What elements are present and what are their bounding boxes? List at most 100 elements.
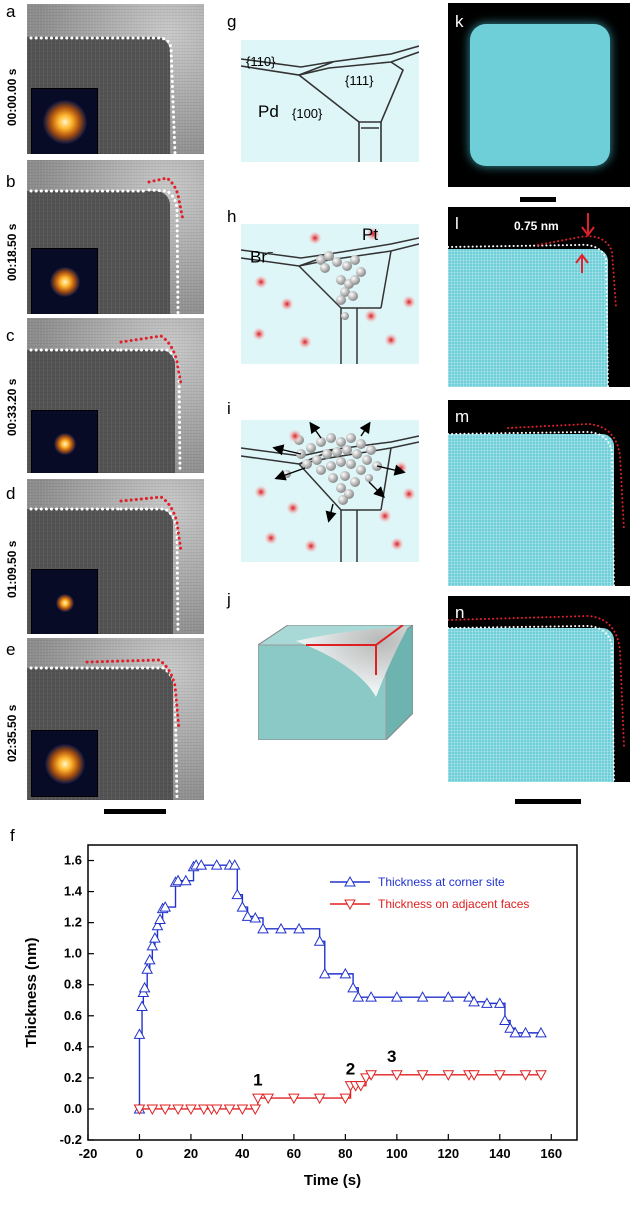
data-point — [463, 991, 475, 1002]
data-point — [159, 901, 172, 912]
tem-panel-d — [27, 479, 204, 634]
schematic-j-cube — [258, 625, 413, 740]
data-point — [339, 967, 352, 979]
data-point — [352, 991, 365, 1002]
data-point — [313, 1093, 326, 1105]
data-point — [257, 922, 269, 934]
face-label-100: {100} — [292, 106, 323, 121]
series-line — [139, 1074, 541, 1110]
tem-panel-a — [27, 4, 204, 154]
y-tick-label: 0.2 — [64, 1070, 82, 1085]
data-point — [535, 1026, 547, 1038]
x-tick-label: 160 — [540, 1146, 562, 1161]
x-tick-label: 20 — [184, 1146, 198, 1161]
data-point — [185, 1104, 197, 1115]
data-point — [249, 911, 262, 923]
haadf-panel-k — [448, 3, 630, 187]
data-point — [493, 997, 506, 1008]
pd-label: Pd — [258, 102, 279, 121]
data-point — [133, 1028, 146, 1039]
data-point — [133, 1104, 146, 1115]
data-point — [223, 1104, 236, 1115]
data-point — [468, 995, 480, 1007]
data-point — [262, 1093, 275, 1105]
data-point — [197, 1104, 210, 1115]
y-tick-label: 0.8 — [64, 977, 82, 992]
data-point — [481, 997, 493, 1008]
face-label-110: {110} — [246, 54, 276, 69]
time-label-b: 00:18.50 s — [5, 223, 19, 281]
data-point — [504, 1022, 516, 1033]
data-point — [146, 939, 159, 951]
fft-inset-e — [31, 730, 98, 797]
legend-entry: Thickness at corner site — [378, 875, 505, 889]
data-point — [354, 1081, 367, 1092]
fft-inset-b — [31, 248, 98, 314]
time-label-e: 02:35.50 s — [5, 704, 19, 762]
data-point — [141, 963, 154, 974]
data-point — [318, 967, 331, 979]
time-label-d: 01:09.50 s — [5, 540, 19, 598]
y-tick-label: 1.4 — [64, 884, 83, 899]
data-point — [499, 1014, 511, 1025]
panel-letter-e: e — [6, 640, 16, 659]
x-tick-label: 100 — [386, 1146, 408, 1161]
x-tick-label: 40 — [235, 1146, 249, 1161]
tem-panel-c — [27, 318, 204, 473]
haadf-panel-l — [448, 207, 630, 387]
panel-letter-i: i — [227, 399, 231, 418]
time-label-a: 00:00.00 s — [5, 68, 19, 126]
data-point — [143, 953, 156, 965]
br-label: Br− — [250, 247, 274, 267]
y-tick-label: 1.6 — [64, 853, 82, 868]
data-point — [360, 1073, 372, 1084]
fft-inset-a — [31, 88, 98, 154]
panel-letter-n: n — [455, 603, 465, 622]
data-point — [365, 991, 377, 1002]
tem-panel-e — [27, 638, 204, 800]
data-point — [339, 1093, 352, 1105]
y-tick-label: -0.2 — [60, 1132, 82, 1147]
pt-label: Pt — [362, 225, 379, 244]
x-axis-label: Time (s) — [304, 1172, 361, 1189]
y-tick-label: 1.0 — [64, 946, 82, 961]
x-tick-label: 0 — [136, 1146, 143, 1161]
face-label-111: {111} — [345, 73, 374, 88]
fft-inset-d — [31, 569, 98, 634]
data-point — [241, 910, 254, 921]
time-label-c: 00:33.20 s — [5, 378, 19, 436]
x-tick-label: 80 — [338, 1146, 352, 1161]
panel-letter-b: b — [6, 172, 16, 191]
thickness-annotation-l: 0.75 nm — [514, 219, 559, 233]
y-tick-label: 1.2 — [64, 915, 82, 930]
data-point — [136, 1000, 148, 1011]
data-point — [210, 859, 223, 870]
data-point — [442, 991, 455, 1002]
data-point — [468, 1070, 480, 1081]
haadf-panel-n — [448, 596, 630, 782]
chart-annotation: 2 — [346, 1060, 355, 1079]
data-point — [154, 913, 166, 925]
scale-bar-left — [104, 809, 166, 814]
x-tick-label: 60 — [287, 1146, 301, 1161]
data-point — [249, 1104, 262, 1115]
legend-entry: Thickness on adjacent faces — [378, 897, 529, 911]
panel-letter-g: g — [227, 12, 237, 31]
data-point — [210, 1104, 223, 1115]
chart-annotation: 1 — [253, 1070, 262, 1089]
data-point — [228, 859, 241, 870]
panel-letter-a: a — [6, 2, 16, 21]
data-point — [442, 1070, 455, 1081]
scale-bar-right — [515, 799, 581, 804]
legend-marker — [344, 875, 356, 887]
data-point — [416, 991, 429, 1002]
data-point — [493, 1070, 506, 1081]
panel-letter-c: c — [6, 326, 15, 345]
data-point — [172, 1104, 184, 1115]
data-point — [236, 1104, 249, 1115]
x-tick-label: 120 — [437, 1146, 459, 1161]
haadf-panel-m — [448, 400, 630, 586]
panel-letter-k: k — [455, 12, 464, 31]
data-point — [390, 991, 403, 1002]
data-point — [159, 1104, 172, 1115]
